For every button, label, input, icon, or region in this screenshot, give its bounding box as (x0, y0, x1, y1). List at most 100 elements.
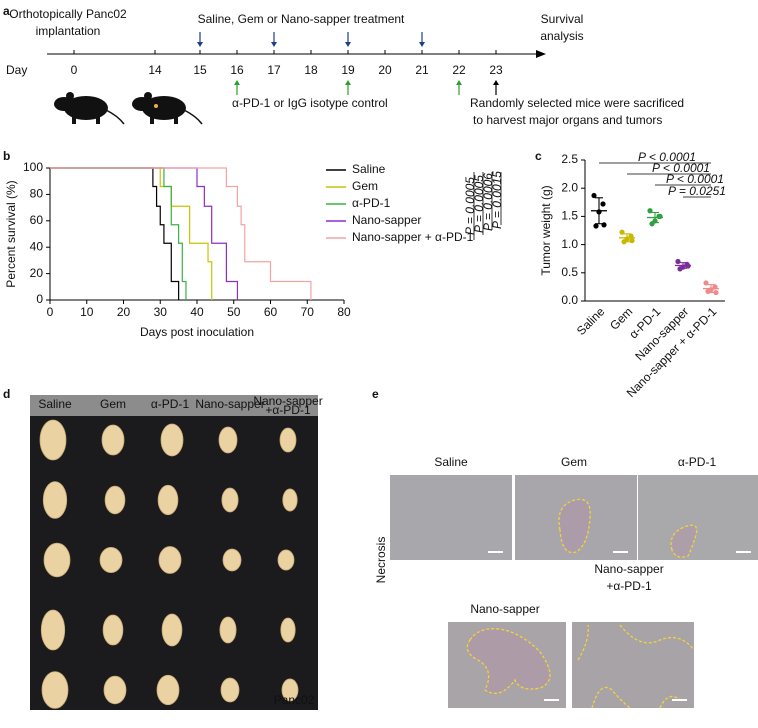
p-value: P = 0.0005 (463, 177, 477, 235)
tumor (43, 542, 71, 578)
tumor (282, 488, 298, 512)
treatment-arrow (271, 32, 277, 47)
histology-images (390, 475, 758, 709)
survival-curve (50, 167, 213, 300)
survival-curve (50, 167, 187, 300)
tumor (221, 487, 239, 513)
panel-label: a (3, 4, 10, 18)
y-tick-label: 2.5 (561, 152, 578, 166)
day-tick-label: 19 (341, 63, 355, 77)
y-axis-title: Tumor weight (g) (539, 185, 553, 275)
legend-label: Nano-sapper (352, 213, 421, 227)
antibody-label: α-PD-1 or IgG isotype control (232, 96, 388, 110)
dot (600, 201, 606, 207)
y-axis-title: Percent survival (%) (4, 180, 18, 287)
y-tick-label: 0 (36, 292, 43, 306)
treatment-arrow-head (271, 42, 277, 47)
tumor (281, 678, 299, 702)
photo-label: Nano-sapper (195, 397, 264, 411)
mice (54, 92, 203, 125)
p-value: P = 0.0005 (472, 175, 486, 233)
antibody-arrow (456, 80, 462, 95)
dot (677, 266, 683, 272)
y-tick-label: 2.0 (561, 180, 578, 194)
dot (675, 258, 681, 265)
treatment-arrow-head (197, 42, 203, 47)
y-tick-label: 60 (30, 213, 44, 227)
antibody-arrow-head (456, 80, 462, 85)
survival-curve (50, 167, 239, 300)
tumor (280, 617, 296, 643)
y-tick-label: 1.0 (561, 237, 578, 251)
day-tick-label: 20 (378, 63, 392, 77)
tumor (102, 614, 124, 646)
treatment-label: Saline, Gem or Nano-sapper treatment (198, 12, 405, 26)
y-tick-label: 40 (30, 239, 44, 253)
antibody-arrow (345, 80, 351, 95)
day-tick-label: 21 (415, 63, 429, 77)
x-tick-label: 70 (301, 305, 315, 319)
tumor (157, 484, 179, 516)
implantation-label: implantation (36, 24, 101, 38)
tumor (158, 546, 182, 574)
arrowhead (536, 50, 546, 58)
treatment-arrow (345, 32, 351, 47)
dot (713, 289, 719, 296)
tumor (103, 675, 127, 705)
tumor (279, 427, 297, 453)
dot (601, 222, 607, 228)
day-tick-label: 14 (148, 63, 162, 77)
day-tick-label: 15 (193, 63, 207, 77)
x-tick-label: 60 (264, 305, 278, 319)
day-tick-label: 23 (489, 63, 503, 77)
dot (649, 221, 655, 227)
treatment-arrow (197, 32, 203, 47)
photo-label: α-PD-1 (151, 397, 190, 411)
day-tick-label: 22 (452, 63, 466, 77)
mouse (54, 92, 125, 125)
treatment-arrow-head (419, 42, 425, 47)
error-bar (707, 284, 715, 294)
survival-label: analysis (540, 29, 583, 43)
antibody-arrow-head (345, 80, 351, 85)
panel-label: e (372, 387, 379, 401)
tumor (42, 481, 68, 519)
mouse (132, 92, 203, 125)
survival-label: Survival (541, 12, 584, 26)
histology-label: α-PD-1 (678, 455, 717, 469)
comparison-label: P < 0.0001 (666, 172, 724, 186)
survival-curve (50, 167, 180, 300)
x-tick-label: 0 (47, 305, 54, 319)
tumor (161, 613, 183, 647)
day-tick-label: 16 (230, 63, 244, 77)
photo-label: Saline (38, 397, 72, 411)
histology-label: Gem (561, 455, 587, 469)
tumor (99, 547, 123, 574)
tumor (219, 616, 237, 644)
tumor (218, 426, 238, 454)
sacrifice-label: to harvest major organs and tumors (473, 113, 662, 127)
x-tick-label: 80 (337, 305, 351, 319)
tumor (222, 548, 242, 572)
histology-label: Nano-sapper (470, 602, 539, 616)
dot (591, 192, 597, 199)
implantation-label: Orthotopically Panc02 (9, 7, 127, 21)
y-tick-label: 20 (30, 266, 44, 280)
legend-label: Saline (352, 162, 386, 176)
comparison-label: P < 0.0001 (652, 161, 710, 175)
tumor (156, 674, 180, 706)
comparison-label: P < 0.0001 (638, 150, 696, 164)
legend-label: Gem (352, 179, 378, 193)
tumor (41, 671, 69, 709)
treatment-arrow-head (345, 42, 351, 47)
p-value: P = 0.0015 (490, 171, 504, 229)
tumor (101, 424, 125, 456)
error-bar (651, 211, 659, 224)
day-label: Day (6, 63, 27, 77)
error-bar (623, 233, 631, 243)
comparison-label: P = 0.0251 (668, 184, 726, 198)
x-tick-label: 20 (117, 305, 131, 319)
error-bar (595, 197, 603, 225)
survival-curve (50, 167, 312, 300)
